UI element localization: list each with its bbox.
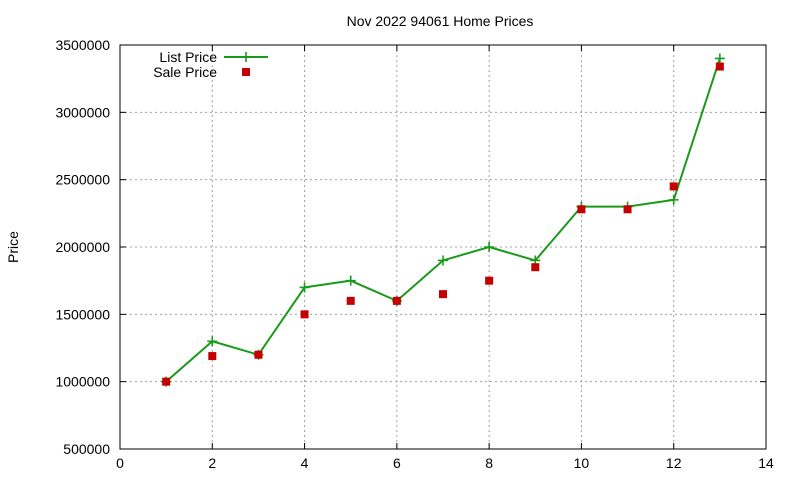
list-price-point bbox=[714, 53, 725, 64]
x-tick-label: 4 bbox=[301, 455, 309, 471]
x-tick-label: 2 bbox=[208, 455, 216, 471]
list-price-point bbox=[438, 255, 448, 266]
list-price-point bbox=[207, 336, 218, 347]
sale-price-point bbox=[346, 296, 355, 305]
y-tick-label: 1500000 bbox=[55, 306, 110, 322]
list-price-line bbox=[165, 58, 721, 383]
x-tick-label: 0 bbox=[116, 455, 124, 471]
legend-label: Sale Price bbox=[153, 64, 217, 80]
x-tick-label: 10 bbox=[574, 455, 590, 471]
sale-price-point bbox=[300, 310, 309, 319]
y-tick-label: 1000000 bbox=[55, 374, 110, 390]
axis-ticks: 0 2 4 6 8 10 12 14 500000 1000000 1500000 2000000 25… bbox=[55, 37, 774, 471]
y-tick-label: 500000 bbox=[63, 441, 110, 457]
y-tick-label: 3000000 bbox=[55, 104, 110, 120]
legend-label: List Price bbox=[159, 49, 217, 65]
plot-frame bbox=[119, 44, 767, 450]
sale-price-point bbox=[623, 205, 632, 214]
x-tick-label: 14 bbox=[758, 455, 774, 471]
grid bbox=[120, 45, 766, 449]
y-axis-label: Price bbox=[5, 231, 21, 263]
sale-price-point bbox=[162, 377, 171, 386]
sale-price-point bbox=[254, 350, 263, 359]
list-price-point bbox=[484, 242, 495, 252]
x-tick-label: 12 bbox=[666, 455, 682, 471]
y-tick-label: 3500000 bbox=[55, 37, 110, 53]
sale-price-point bbox=[392, 296, 401, 305]
sale-price-point bbox=[208, 352, 217, 361]
list-price-point bbox=[668, 194, 679, 205]
series bbox=[161, 53, 725, 387]
sale-price-point bbox=[531, 263, 540, 272]
chart-title: Nov 2022 94061 Home Prices bbox=[347, 13, 534, 29]
sale-price-point bbox=[577, 205, 586, 214]
y-tick-label: 2500000 bbox=[55, 172, 110, 188]
list-price-point bbox=[299, 282, 310, 293]
sale-price-point bbox=[485, 276, 494, 285]
legend-plus-swatch bbox=[241, 52, 251, 62]
list-price-point bbox=[345, 275, 356, 286]
sale-price-point bbox=[439, 290, 447, 299]
sale-price-point bbox=[715, 62, 724, 71]
x-tick-label: 6 bbox=[393, 455, 401, 471]
sale-price-point bbox=[669, 182, 678, 191]
x-tick-label: 8 bbox=[485, 455, 493, 471]
y-tick-label: 2000000 bbox=[55, 239, 110, 255]
legend-square-swatch bbox=[242, 68, 250, 76]
